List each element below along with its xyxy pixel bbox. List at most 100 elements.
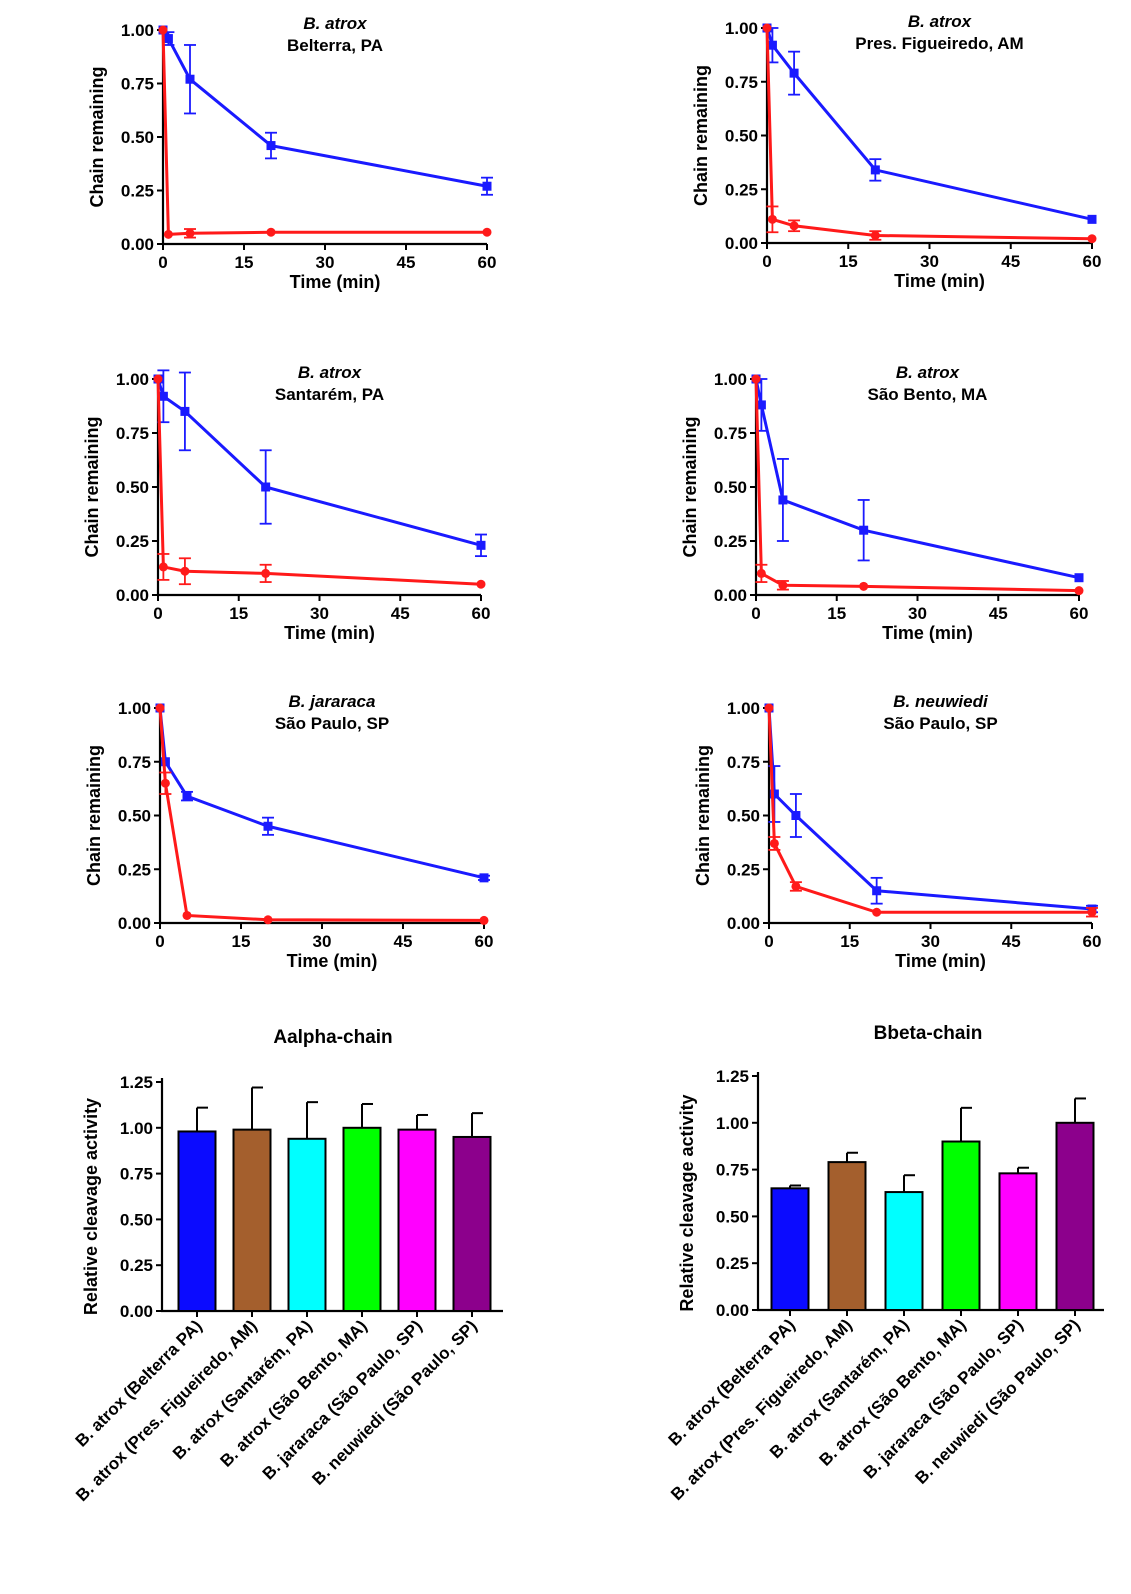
series-line <box>158 707 485 922</box>
x-tick-label: 45 <box>391 604 410 623</box>
y-tick-label: 0.25 <box>120 1256 153 1275</box>
chart-title: Bbeta-chain <box>874 1023 983 1044</box>
y-tick-label: 0.00 <box>120 1302 153 1321</box>
chart-title: B. atrox <box>303 14 368 33</box>
y-tick-label: 0.50 <box>116 478 149 497</box>
x-tick-label: 60 <box>472 604 491 623</box>
data-point-square <box>870 165 880 175</box>
data-point-square <box>769 789 779 799</box>
x-tick-label: 30 <box>920 252 939 271</box>
chart-subtitle: São Paulo, SP <box>883 714 997 733</box>
data-point-square <box>789 68 799 78</box>
data-point-square <box>182 791 192 801</box>
x-tick-label: 45 <box>394 932 413 951</box>
y-tick-label: 0.25 <box>121 182 154 201</box>
data-point-circle <box>160 778 170 788</box>
data-point-circle <box>756 568 766 578</box>
x-tick-label: 45 <box>1002 932 1021 951</box>
chart-panel-2: 0.00 0.25 0.50 0.75 1.00 0 15 30 45 60 Time (min) C… <box>691 12 1101 291</box>
data-point-square <box>791 811 801 820</box>
x-tick-label: 0 <box>762 252 771 271</box>
y-axis-label: Chain remaining <box>82 416 102 557</box>
data-point-square <box>185 74 195 84</box>
series-line <box>158 707 485 880</box>
data-point-circle <box>163 229 173 239</box>
x-tick-label: 0 <box>764 932 773 951</box>
data-point-square <box>859 525 869 535</box>
data-point-circle <box>778 580 788 590</box>
series-line <box>161 29 487 236</box>
data-point-circle <box>751 374 761 384</box>
y-tick-label: 1.00 <box>120 1119 153 1138</box>
data-point-circle <box>479 915 489 925</box>
chart-subtitle: São Bento, MA <box>868 385 988 404</box>
series-circle <box>751 374 1084 596</box>
data-point-circle <box>1087 234 1097 244</box>
bar <box>884 1191 924 1311</box>
chart-panel-3: 0.00 0.25 0.50 0.75 1.00 0 15 30 45 60 Time (min) C… <box>82 363 490 643</box>
x-axis-label: Time (min) <box>895 951 986 971</box>
data-point-circle <box>789 221 799 231</box>
chart-panel-4: 0.00 0.25 0.50 0.75 1.00 0 15 30 45 60 Time (min) C… <box>680 363 1088 643</box>
y-tick-label: 0.25 <box>118 860 151 879</box>
series-square <box>158 25 493 196</box>
bar <box>941 1140 981 1312</box>
x-tick-label: 60 <box>1083 932 1102 951</box>
data-point-circle <box>158 562 168 572</box>
x-tick-label: 0 <box>153 604 162 623</box>
y-tick-label: 0.50 <box>118 807 151 826</box>
y-tick-label: 1.00 <box>725 19 758 38</box>
chart-title: B. jararaca <box>289 692 376 711</box>
data-point-square <box>756 400 766 410</box>
y-axis-label: Chain remaining <box>84 745 104 886</box>
series-line <box>767 707 1093 911</box>
bar <box>342 1126 382 1313</box>
y-tick-label: 0.75 <box>116 424 149 443</box>
y-tick-label: 0.50 <box>121 128 154 147</box>
bar <box>232 1128 272 1312</box>
data-point-circle <box>266 227 276 237</box>
y-tick-label: 0.75 <box>118 753 151 772</box>
series-square <box>762 23 1097 224</box>
x-tick-label: 60 <box>1070 604 1089 623</box>
y-tick-label: 0.75 <box>120 1165 153 1184</box>
chart-title: B. neuwiedi <box>893 692 989 711</box>
bar <box>177 1130 217 1312</box>
data-point-square <box>778 495 788 505</box>
x-tick-label: 30 <box>316 253 335 272</box>
y-tick-label: 0.00 <box>118 914 151 933</box>
x-tick-label: 30 <box>908 604 927 623</box>
y-tick-label: 0.00 <box>727 914 760 933</box>
bar <box>452 1135 492 1312</box>
data-point-circle <box>263 915 273 925</box>
chart-subtitle: Pres. Figueiredo, AM <box>855 34 1023 53</box>
chart-panel-6: 0.00 0.25 0.50 0.75 1.00 0 15 30 45 60 Time (min) C… <box>693 692 1101 971</box>
y-tick-label: 0.00 <box>116 586 149 605</box>
series-line <box>765 27 1093 221</box>
chart-title: B. atrox <box>896 363 961 382</box>
y-axis-label: Relative cleavage activity <box>677 1094 697 1311</box>
data-point-circle <box>1074 586 1084 596</box>
x-tick-label: 45 <box>397 253 416 272</box>
x-tick-label: 15 <box>840 932 859 951</box>
y-tick-label: 1.00 <box>714 370 747 389</box>
x-tick-label: 0 <box>751 604 760 623</box>
y-tick-label: 0.50 <box>725 127 758 146</box>
chart-panel-8: Bbeta-chain 0.00 0.25 0.50 0.75 1.00 1.25 Relat… <box>665 1023 1104 1504</box>
data-point-circle <box>769 838 779 848</box>
x-tick-label: 0 <box>158 253 167 272</box>
x-tick-label: 30 <box>313 932 332 951</box>
y-tick-label: 1.25 <box>716 1067 749 1086</box>
series-square <box>751 374 1084 583</box>
chart-subtitle: São Paulo, SP <box>275 714 389 733</box>
data-point-circle <box>762 23 772 33</box>
chart-panel-7: Aalpha-chain 0.00 0.25 0.50 0.75 1.00 1.25 Rela… <box>72 1027 503 1505</box>
y-tick-label: 1.25 <box>120 1073 153 1092</box>
x-tick-label: 15 <box>235 253 254 272</box>
series-square <box>764 703 1098 914</box>
data-point-circle <box>476 579 486 589</box>
bar <box>827 1161 867 1312</box>
y-tick-label: 0.25 <box>714 532 747 551</box>
x-tick-label: 60 <box>478 253 497 272</box>
series-circle <box>762 23 1097 244</box>
